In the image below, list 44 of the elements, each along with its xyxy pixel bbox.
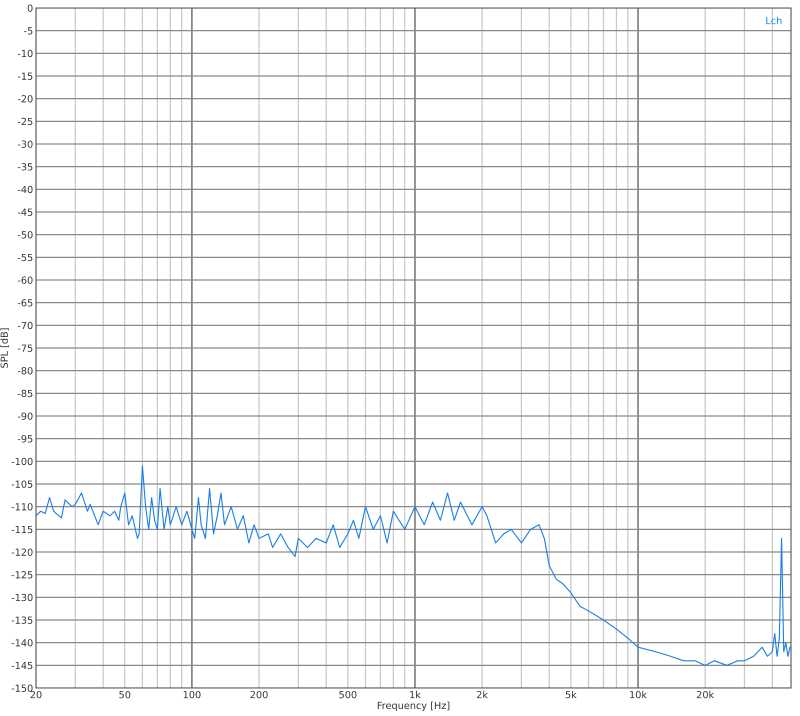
y-tick-label: -55 — [18, 254, 32, 262]
y-tick-label: -75 — [18, 344, 32, 352]
y-tick-label: -100 — [12, 458, 33, 466]
y-tick-label: -30 — [18, 140, 33, 148]
y-tick-label: -10 — [18, 50, 33, 58]
x-tick-label: 2k — [476, 690, 488, 698]
y-tick-label: -25 — [18, 118, 32, 126]
y-tick-label: -90 — [18, 412, 33, 420]
y-tick-label: -20 — [18, 95, 33, 102]
y-tick-label: -120 — [12, 548, 33, 556]
y-tick-label: -145 — [12, 662, 32, 670]
y-axis-title: SPL [dB] — [0, 328, 10, 368]
x-tick-label: 50 — [119, 690, 130, 698]
y-tick-label: -95 — [18, 435, 32, 442]
y-tick-label: -65 — [18, 299, 32, 306]
y-tick-label: -105 — [12, 480, 32, 488]
y-tick-label: -15 — [18, 72, 32, 80]
x-tick-label: 200 — [250, 690, 268, 698]
y-tick-label: 0 — [28, 4, 33, 12]
y-tick-label: -140 — [12, 639, 33, 646]
y-tick-label: -45 — [18, 208, 32, 216]
x-tick-label: 5k — [566, 690, 577, 698]
y-tick-label: -70 — [18, 322, 33, 330]
y-tick-label: -35 — [18, 163, 32, 170]
y-tick-label: -50 — [18, 231, 33, 238]
x-tick-label: 500 — [339, 690, 356, 698]
y-tick-label: -135 — [12, 616, 32, 624]
y-tick-label: -125 — [12, 571, 32, 578]
y-tick-label: -115 — [12, 526, 32, 534]
x-axis-title: Frequency [Hz] — [378, 702, 450, 711]
y-tick-label: -5 — [24, 27, 32, 34]
text: Lch — [766, 16, 782, 24]
y-tick-label: -60 — [18, 276, 33, 284]
y-tick-label: -85 — [18, 390, 32, 398]
x-tick-label: 100 — [184, 690, 201, 698]
y-tick-label: -130 — [12, 594, 33, 602]
y-tick-label: -40 — [18, 186, 33, 194]
x-tick-label: 20 — [30, 690, 42, 698]
x-tick-label: 10k — [630, 690, 648, 698]
y-tick-label: -150 — [12, 684, 33, 692]
x-tick-label: 20k — [696, 690, 714, 698]
x-tick-label: 1k — [410, 690, 421, 698]
y-tick-label: -80 — [18, 367, 33, 374]
y-tick-label: -110 — [12, 503, 33, 510]
